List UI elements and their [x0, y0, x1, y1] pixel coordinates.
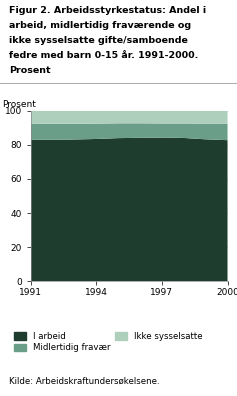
Text: Figur 2. Arbeidsstyrkestatus: Andel i: Figur 2. Arbeidsstyrkestatus: Andel i: [9, 6, 207, 15]
Text: ikke sysselsatte gifte/samboende: ikke sysselsatte gifte/samboende: [9, 36, 188, 45]
Text: arbeid, midlertidig fraværende og: arbeid, midlertidig fraværende og: [9, 21, 191, 30]
Text: Kilde: Arbeidskraftundersøkelsene.: Kilde: Arbeidskraftundersøkelsene.: [9, 377, 160, 386]
Text: fedre med barn 0-15 år. 1991-2000.: fedre med barn 0-15 år. 1991-2000.: [9, 51, 199, 60]
Text: Prosent: Prosent: [9, 66, 51, 75]
Legend: I arbeid, Midlertidig fravær, Ikke sysselsatte: I arbeid, Midlertidig fravær, Ikke sysse…: [14, 332, 203, 352]
Text: Prosent: Prosent: [2, 100, 36, 109]
